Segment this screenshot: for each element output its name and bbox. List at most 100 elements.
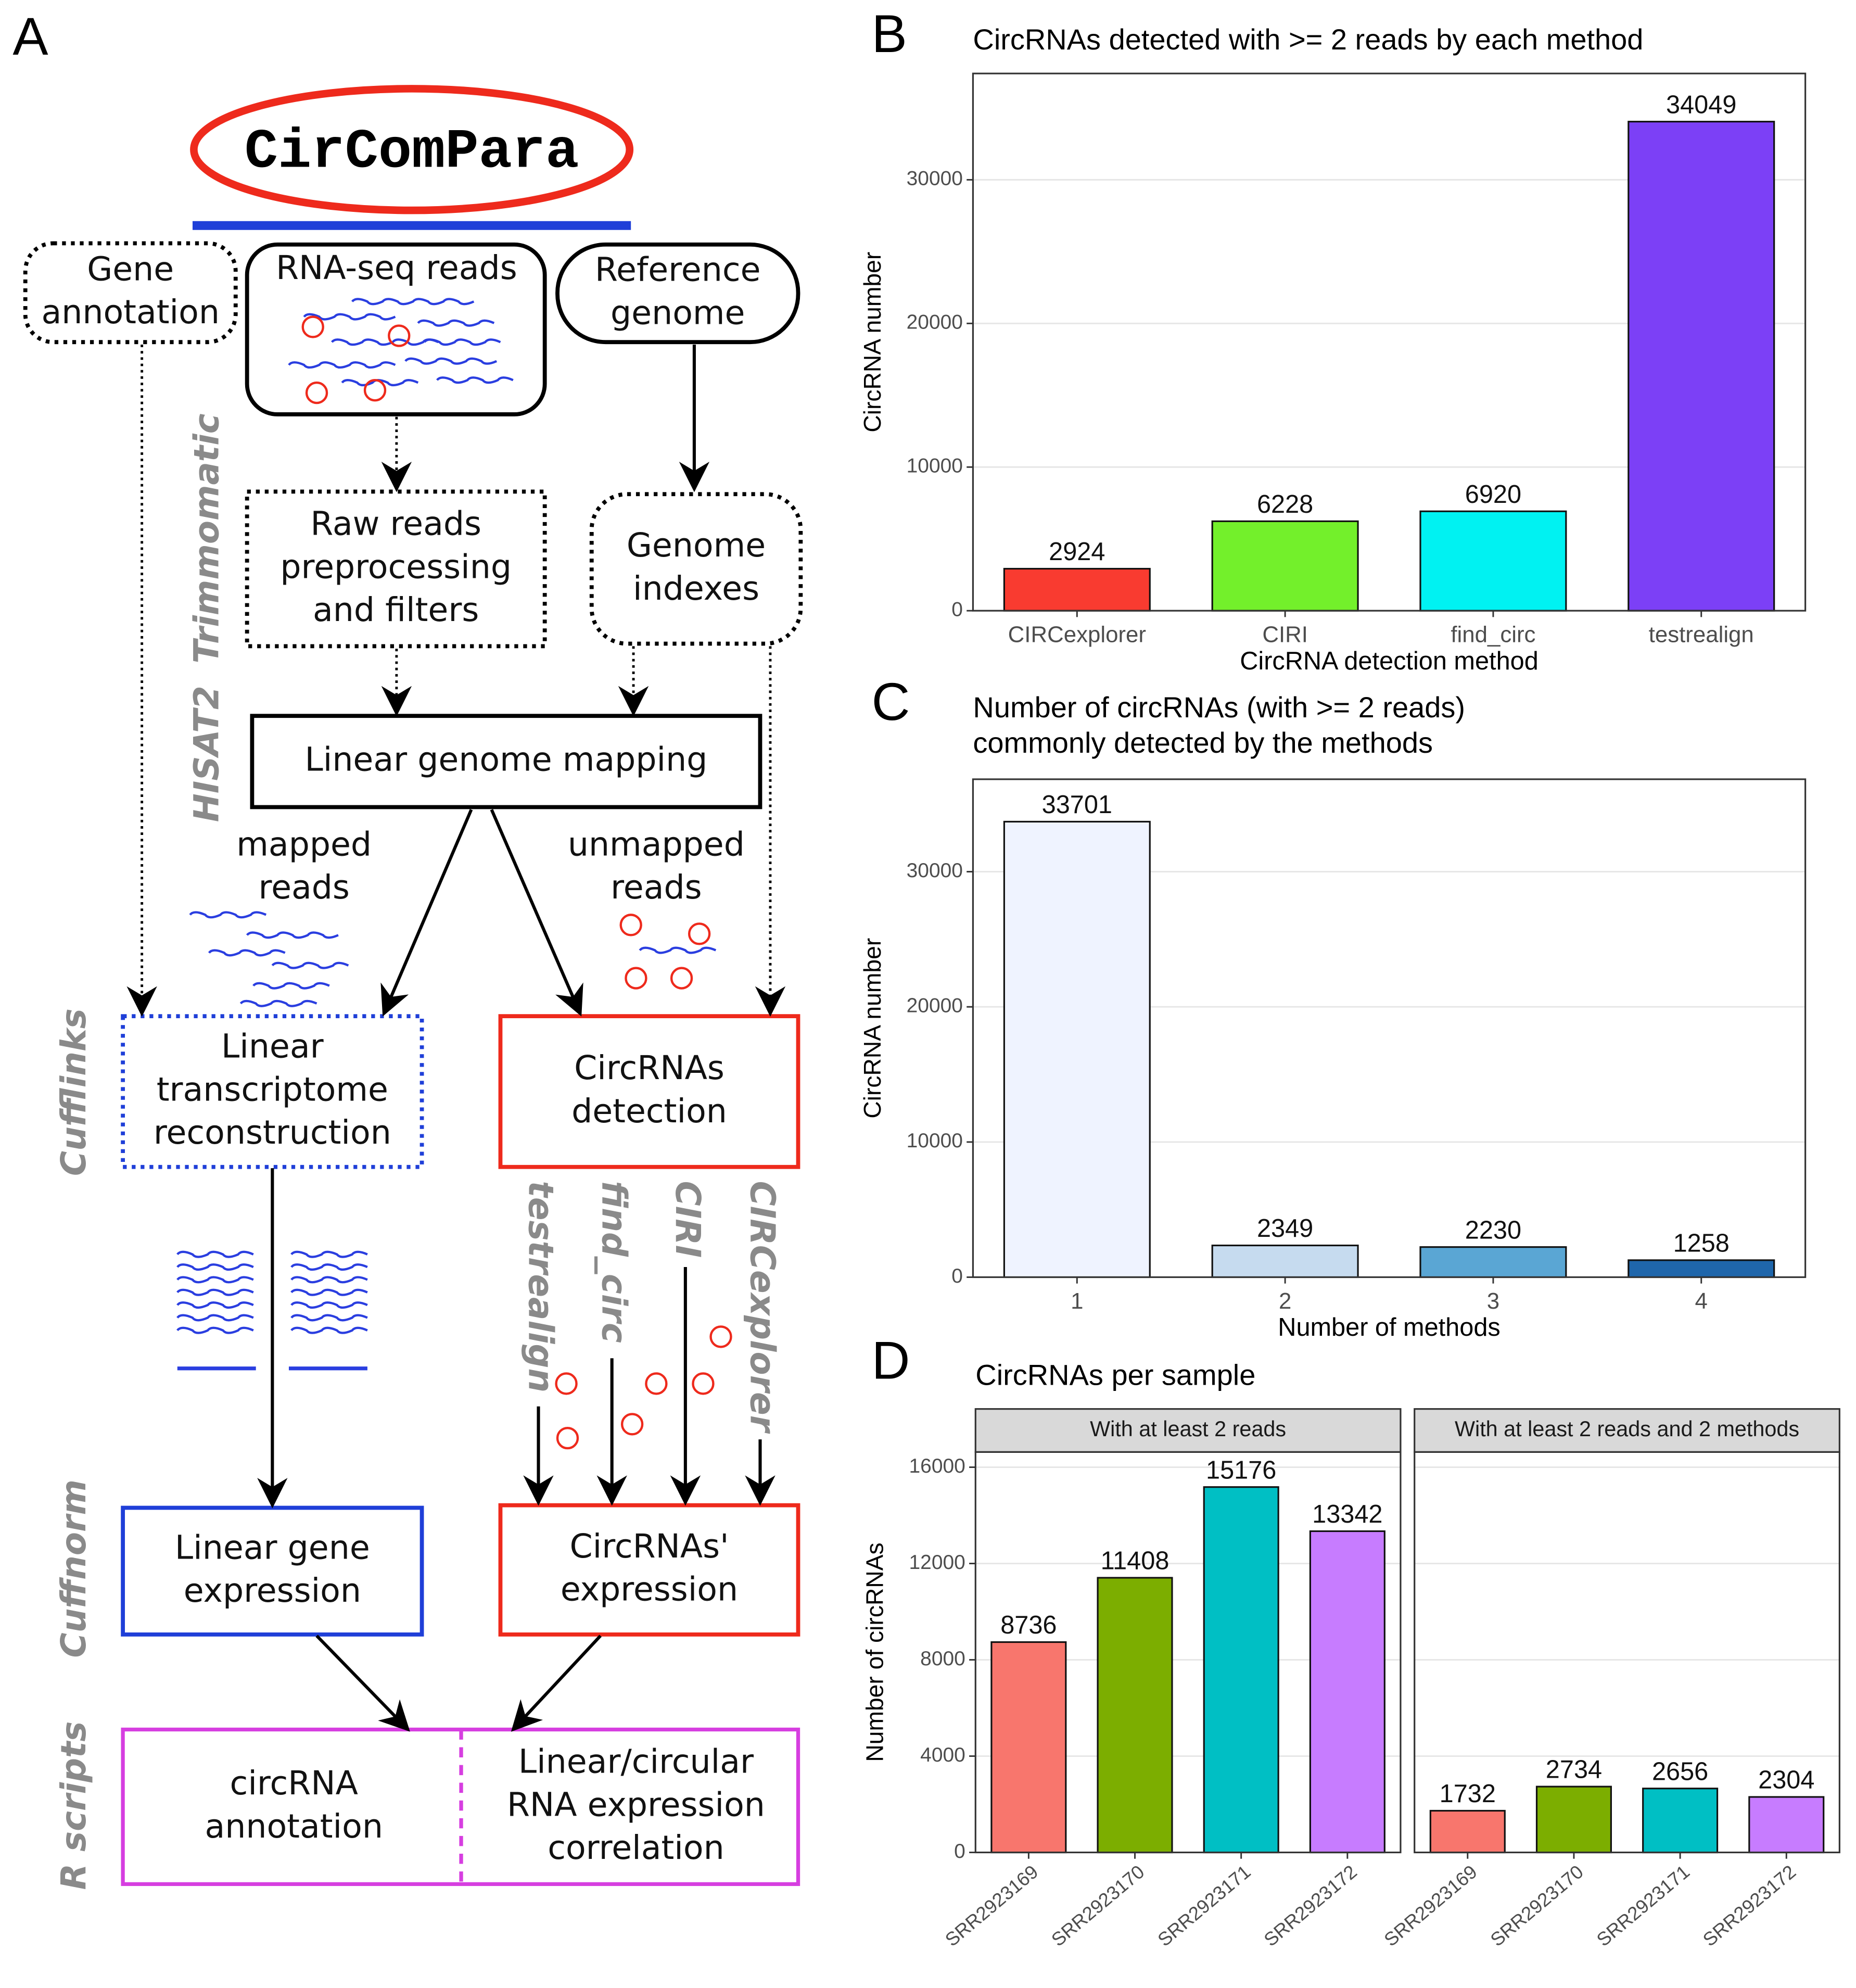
tool-label: R scripts <box>54 1721 94 1890</box>
value-label: 34049 <box>1666 91 1736 119</box>
node-label: Linear genome mapping <box>305 740 708 778</box>
x-tick-label: 3 <box>1487 1288 1499 1314</box>
circ-rna-icon <box>625 967 647 990</box>
value-label: 15176 <box>1206 1456 1276 1484</box>
read-squiggle <box>290 1276 368 1284</box>
x-axis-title: Number of methods <box>1278 1313 1500 1341</box>
node-label: transcriptome <box>157 1070 388 1108</box>
arrow <box>315 1635 410 1732</box>
node-label: Gene <box>87 249 174 288</box>
node-box <box>245 242 547 416</box>
bar <box>1748 1796 1825 1854</box>
value-label: 11408 <box>1101 1547 1169 1575</box>
circ-rna-icon <box>363 379 387 402</box>
node-box <box>121 1014 424 1169</box>
y-tick-label: 30000 <box>907 859 963 882</box>
node-label: RNA-seq reads <box>276 248 517 287</box>
y-tick-label: 12000 <box>909 1551 965 1574</box>
read-squiggle <box>330 338 439 346</box>
title-ellipse <box>190 85 634 214</box>
bar <box>1003 567 1151 612</box>
y-tick-label: 20000 <box>907 311 963 334</box>
node-box <box>589 492 803 646</box>
value-label: 33701 <box>1042 791 1112 819</box>
node-label: Linear gene <box>175 1528 370 1566</box>
value-label: 2230 <box>1465 1216 1521 1244</box>
read-squiggle <box>176 1250 254 1258</box>
value-label: 2304 <box>1758 1766 1814 1794</box>
node-label: correlation <box>548 1828 724 1867</box>
arrow <box>380 809 473 1017</box>
bar <box>1429 1809 1506 1854</box>
node-label: Raw reads <box>310 504 481 543</box>
node-label: annotation <box>205 1807 383 1845</box>
facet-strip <box>974 1408 1402 1453</box>
read-squiggle <box>176 1263 254 1271</box>
circ-rna-icon <box>301 315 324 338</box>
read-squiggle <box>290 1314 368 1322</box>
node-box <box>245 489 547 649</box>
node-box <box>555 242 800 345</box>
node-label: circRNA <box>230 1764 358 1802</box>
x-tick-label: 4 <box>1695 1288 1708 1314</box>
value-label: 1732 <box>1440 1780 1496 1808</box>
bar <box>1642 1788 1719 1854</box>
chart-title: CircRNAs detected with >= 2 reads by eac… <box>973 23 1643 56</box>
value-label: 2349 <box>1257 1214 1313 1243</box>
node-label: reconstruction <box>154 1113 391 1151</box>
circ-rna-icon <box>620 1413 644 1436</box>
node-label: RNA expression <box>507 1785 765 1824</box>
node-box <box>498 1503 800 1637</box>
edge-label: reads <box>258 868 349 906</box>
value-label: 2924 <box>1049 538 1105 566</box>
panel-label: D <box>872 1330 910 1390</box>
node-box <box>250 714 762 809</box>
y-tick-label: 10000 <box>907 455 963 477</box>
value-label: 2734 <box>1546 1756 1602 1784</box>
value-label: 6920 <box>1465 480 1521 509</box>
circ-rna-icon <box>619 914 642 936</box>
node-label: and filters <box>313 590 479 629</box>
value-label: 13342 <box>1312 1500 1382 1528</box>
method-label: CIRI <box>668 1181 707 1258</box>
node-label: indexes <box>633 569 759 607</box>
x-tick-label: testrealign <box>1649 622 1754 647</box>
y-tick-label: 16000 <box>909 1455 965 1477</box>
node-label: genome <box>611 293 745 332</box>
circ-rna-icon <box>688 922 711 945</box>
read-squiggle <box>290 1263 368 1271</box>
y-tick-label: 4000 <box>920 1744 965 1766</box>
node-label: Linear <box>221 1027 324 1066</box>
y-tick-label: 0 <box>951 1265 963 1287</box>
read-squiggle <box>239 999 317 1007</box>
y-axis-title: CircRNA number <box>859 938 886 1119</box>
method-label: testrealign <box>520 1181 560 1393</box>
read-squiggle <box>436 376 514 384</box>
bar <box>1309 1530 1385 1854</box>
tool-label: Cuffnorm <box>54 1479 94 1658</box>
y-tick-label: 8000 <box>920 1648 965 1670</box>
node-box <box>498 1014 800 1169</box>
value-label: 1258 <box>1673 1229 1730 1257</box>
bar <box>1097 1577 1173 1854</box>
facet-label: With at least 2 reads and 2 methods <box>1455 1417 1799 1441</box>
y-tick-label: 10000 <box>907 1130 963 1152</box>
x-tick-label: 1 <box>1071 1288 1083 1314</box>
node-label: Genome <box>627 526 766 564</box>
circ-rna-icon <box>645 1372 668 1395</box>
read-squiggle <box>351 298 475 306</box>
y-tick-label: 0 <box>954 1840 965 1863</box>
circ-rna-icon <box>692 1372 715 1395</box>
edge-label: reads <box>611 868 702 906</box>
read-squiggle <box>176 1314 254 1322</box>
read-squiggle <box>176 1326 254 1334</box>
node-label: Linear/circular <box>518 1742 754 1781</box>
arrow <box>511 1635 602 1732</box>
read-squiggle <box>208 949 286 957</box>
y-axis-title: CircRNA number <box>859 252 886 433</box>
bar <box>1419 510 1567 612</box>
arrow <box>490 809 583 1017</box>
